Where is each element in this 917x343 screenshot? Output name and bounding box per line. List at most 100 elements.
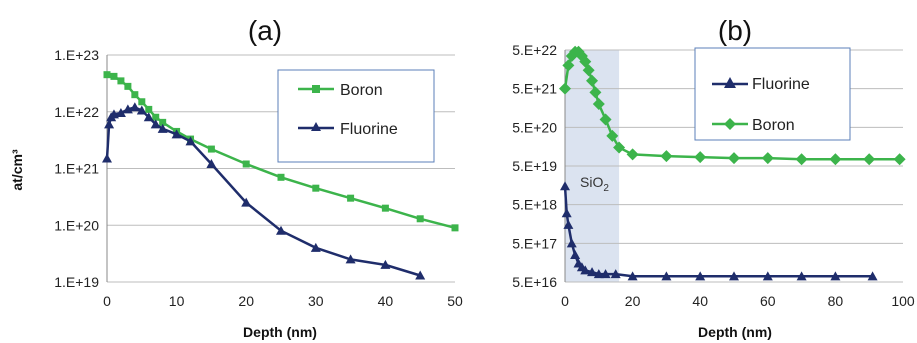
panel-b-fluorine-point [796,271,807,281]
panel-b-fluorine-point [867,271,878,281]
panel-b-fluorine-point [600,269,611,279]
panel-b-fluorine-point [587,267,598,277]
panel-a-boron-point [312,184,320,192]
panel-b-boron-point [761,152,774,165]
panel-b-y-tick-label: 5.E+22 [512,42,557,58]
panel-a-x-tick-label: 30 [308,293,324,309]
panel-a-boron-point [159,118,167,126]
panel-b-fluorine-point [570,249,581,259]
panel-a-label: (a) [248,15,282,46]
panel-b-y-tick-label: 5.E+19 [512,158,557,174]
panel-a-boron-point [152,113,160,121]
panel-a-fluorine-point [241,197,252,207]
panel-b-fluorine-point [762,271,773,281]
panel-a-x-axis-title: Depth (nm) [243,324,317,340]
panel-b-fluorine-point [627,271,638,281]
panel-b-fluorine-point [830,271,841,281]
panel-b-legend-boron-marker [724,118,736,130]
panel-b-fluorine-point [563,219,574,229]
panel-b-boron-point [613,141,626,154]
panel-b-fluorine-point [610,269,621,279]
panel-a-fluorine-point [380,259,391,269]
panel-a-boron-point [103,71,111,79]
panel-a-fluorine-point [415,270,426,280]
panel-a-fluorine-point [185,136,196,146]
panel-b-boron-point [562,59,575,72]
sio2-subscript: 2 [603,183,609,194]
panel-a-boron-point [207,145,215,153]
panel-a-y-tick-label: 1.E+23 [54,47,99,63]
panel-b-label: (b) [718,15,752,46]
panel-b-legend: Fluorine Boron [694,47,851,141]
panel-b-boron-point [582,64,595,77]
panel-a-fluorine-point [310,242,321,252]
panel-a-boron-point [277,173,285,181]
panel-b-legend-fluorine-label: Fluorine [752,76,810,93]
panel-b-fluorine-point [695,271,706,281]
panel-b-x-tick-label: 40 [692,293,708,309]
panel-b-boron-point [592,98,605,111]
panel-b-fluorine-point [560,181,570,191]
panel-a-fluorine-point [206,159,217,169]
panel-a-fluorine-point [129,102,140,112]
panel-a-y-tick-label: 1.E+21 [54,161,99,177]
panel-b-legend-fluorine-marker [724,77,736,88]
panel-b: (b) 5.E+16 5.E+17 5.E+18 5.E+19 5.E+20 5.E+21… [512,15,915,340]
panel-b-boron-point [586,74,599,87]
panel-a-x-tick-label: 10 [169,293,185,309]
panel-a-fluorine-point [102,153,112,163]
panel-b-fluorine-point [729,271,739,281]
panel-b-x-tick-label: 100 [891,293,915,309]
panel-a-y-tick-label: 1.E+20 [54,217,99,233]
panel-a-fluorine-point [136,105,147,115]
panel-b-boron-point [606,129,619,142]
panel-b-boron-point [795,153,808,166]
panel-b-boron-point [626,148,639,161]
panel-b-y-tick-label: 5.E+20 [512,119,557,135]
panel-a-boron-point [145,105,153,113]
panel-b-y-tick-label: 5.E+18 [512,197,557,213]
panel-b-boron-point [599,113,612,126]
panel-b-x-axis-title: Depth (nm) [698,324,772,340]
panel-b-legend-boron-label: Boron [752,117,795,134]
panel-b-boron-point [728,152,740,165]
panel-a-boron-point [110,72,118,80]
panel-a-y-tick-label: 1.E+19 [54,274,99,290]
panel-b-boron-point [559,82,571,95]
panel-a-x-tick-label: 50 [447,293,463,309]
panel-b-series [559,45,906,281]
panel-a-boron-point [138,98,146,106]
panel-a-legend-fluorine-label: Fluorine [340,121,398,138]
panel-a: (a) 1.E+19 1.E+20 1.E+21 1.E+22 1.E+23 0 10 20 3… [9,15,463,340]
panel-a-series [102,71,459,280]
panel-a-grid [106,54,455,283]
panel-b-sio2-annotation: SiO2 [580,174,609,194]
panel-a-fluorine-point [150,119,161,129]
panel-a-y-axis-title: at/cm³ [9,149,25,191]
panel-a-legend-boron-label: Boron [340,82,383,99]
panel-b-x-tick-label: 0 [561,293,569,309]
panel-a-fluorine-point [171,129,182,139]
panel-a-boron-point [451,224,459,232]
panel-b-boron-point [589,86,602,99]
panel-b-y-tick-label: 5.E+16 [512,274,557,290]
panel-b-y-tick-label: 5.E+21 [512,81,557,97]
panel-b-fluorine-point [661,271,672,281]
sio2-base-text: SiO [580,174,603,190]
panel-b-y-tick-label: 5.E+17 [512,235,557,251]
panel-b-boron-point [660,150,673,163]
panel-a-legend-fluorine-marker [311,122,321,131]
panel-a-x-tick-label: 20 [238,293,254,309]
panel-a-fluorine-point [104,119,115,129]
panel-a-legend-boron-marker [312,85,320,93]
panel-b-tick-labels: 5.E+16 5.E+17 5.E+18 5.E+19 5.E+20 5.E+21 5.E+… [512,42,915,309]
panel-a-y-tick-label: 1.E+22 [54,104,99,120]
panel-a-boron-point [347,194,355,202]
panel-b-fluorine-point [593,269,604,279]
panel-b-boron-point [829,153,842,166]
panel-a-tick-labels: 1.E+19 1.E+20 1.E+21 1.E+22 1.E+23 0 10 20 30 40 5… [54,47,463,309]
panel-a-x-tick-label: 40 [378,293,394,309]
panel-b-x-tick-label: 20 [625,293,641,309]
panel-a-fluorine-point [115,108,126,118]
